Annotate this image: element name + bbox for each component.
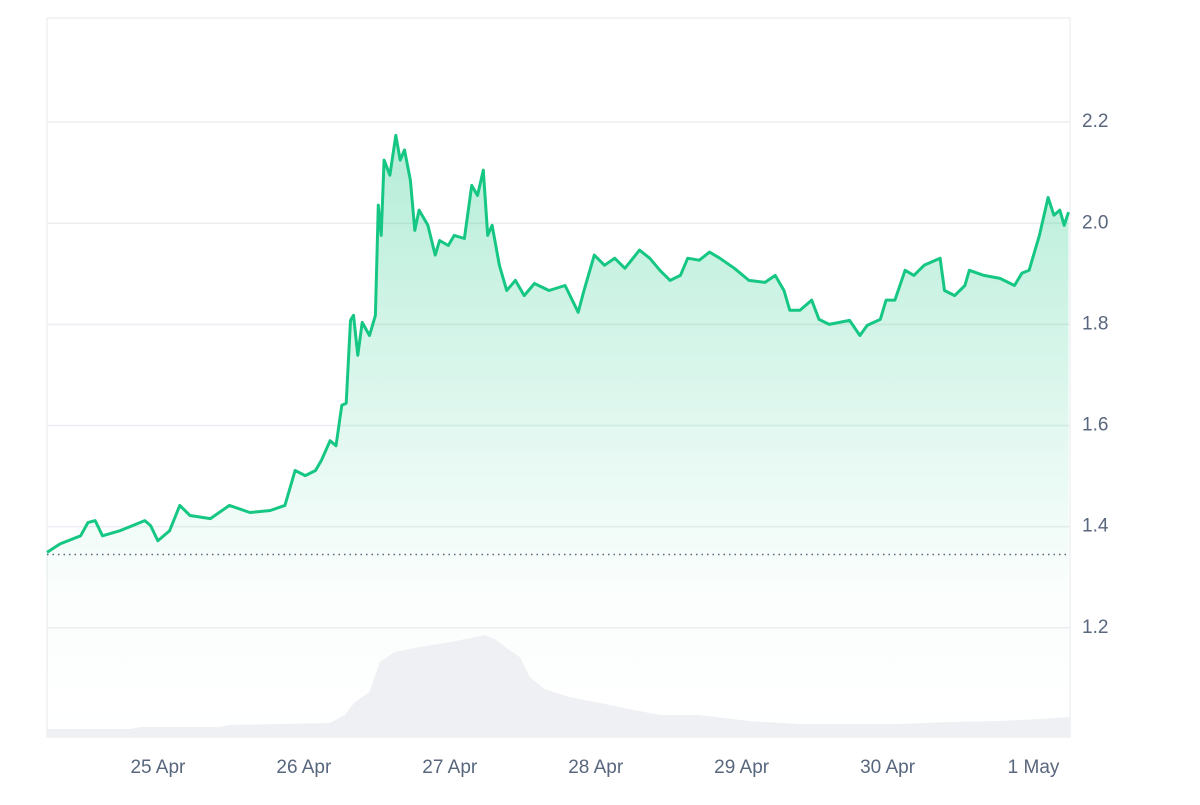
y-tick-label: 1.2 <box>1082 617 1108 638</box>
y-tick-label: 2.2 <box>1082 111 1108 132</box>
x-tick-label: 28 Apr <box>568 757 624 778</box>
x-tick-label: 27 Apr <box>422 757 478 778</box>
x-tick-label: 30 Apr <box>860 757 916 778</box>
y-tick-label: 1.4 <box>1082 516 1109 537</box>
x-tick-label: 25 Apr <box>130 757 186 778</box>
volume-area <box>47 635 1070 737</box>
x-tick-label: 1 May <box>1008 757 1060 778</box>
price-area <box>47 135 1069 738</box>
y-tick-label: 1.8 <box>1082 313 1108 334</box>
y-tick-label: 1.6 <box>1082 415 1108 436</box>
y-tick-label: 2.0 <box>1082 212 1108 233</box>
x-tick-label: 29 Apr <box>714 757 770 778</box>
x-tick-label: 26 Apr <box>276 757 332 778</box>
price-line <box>46 133 1070 554</box>
